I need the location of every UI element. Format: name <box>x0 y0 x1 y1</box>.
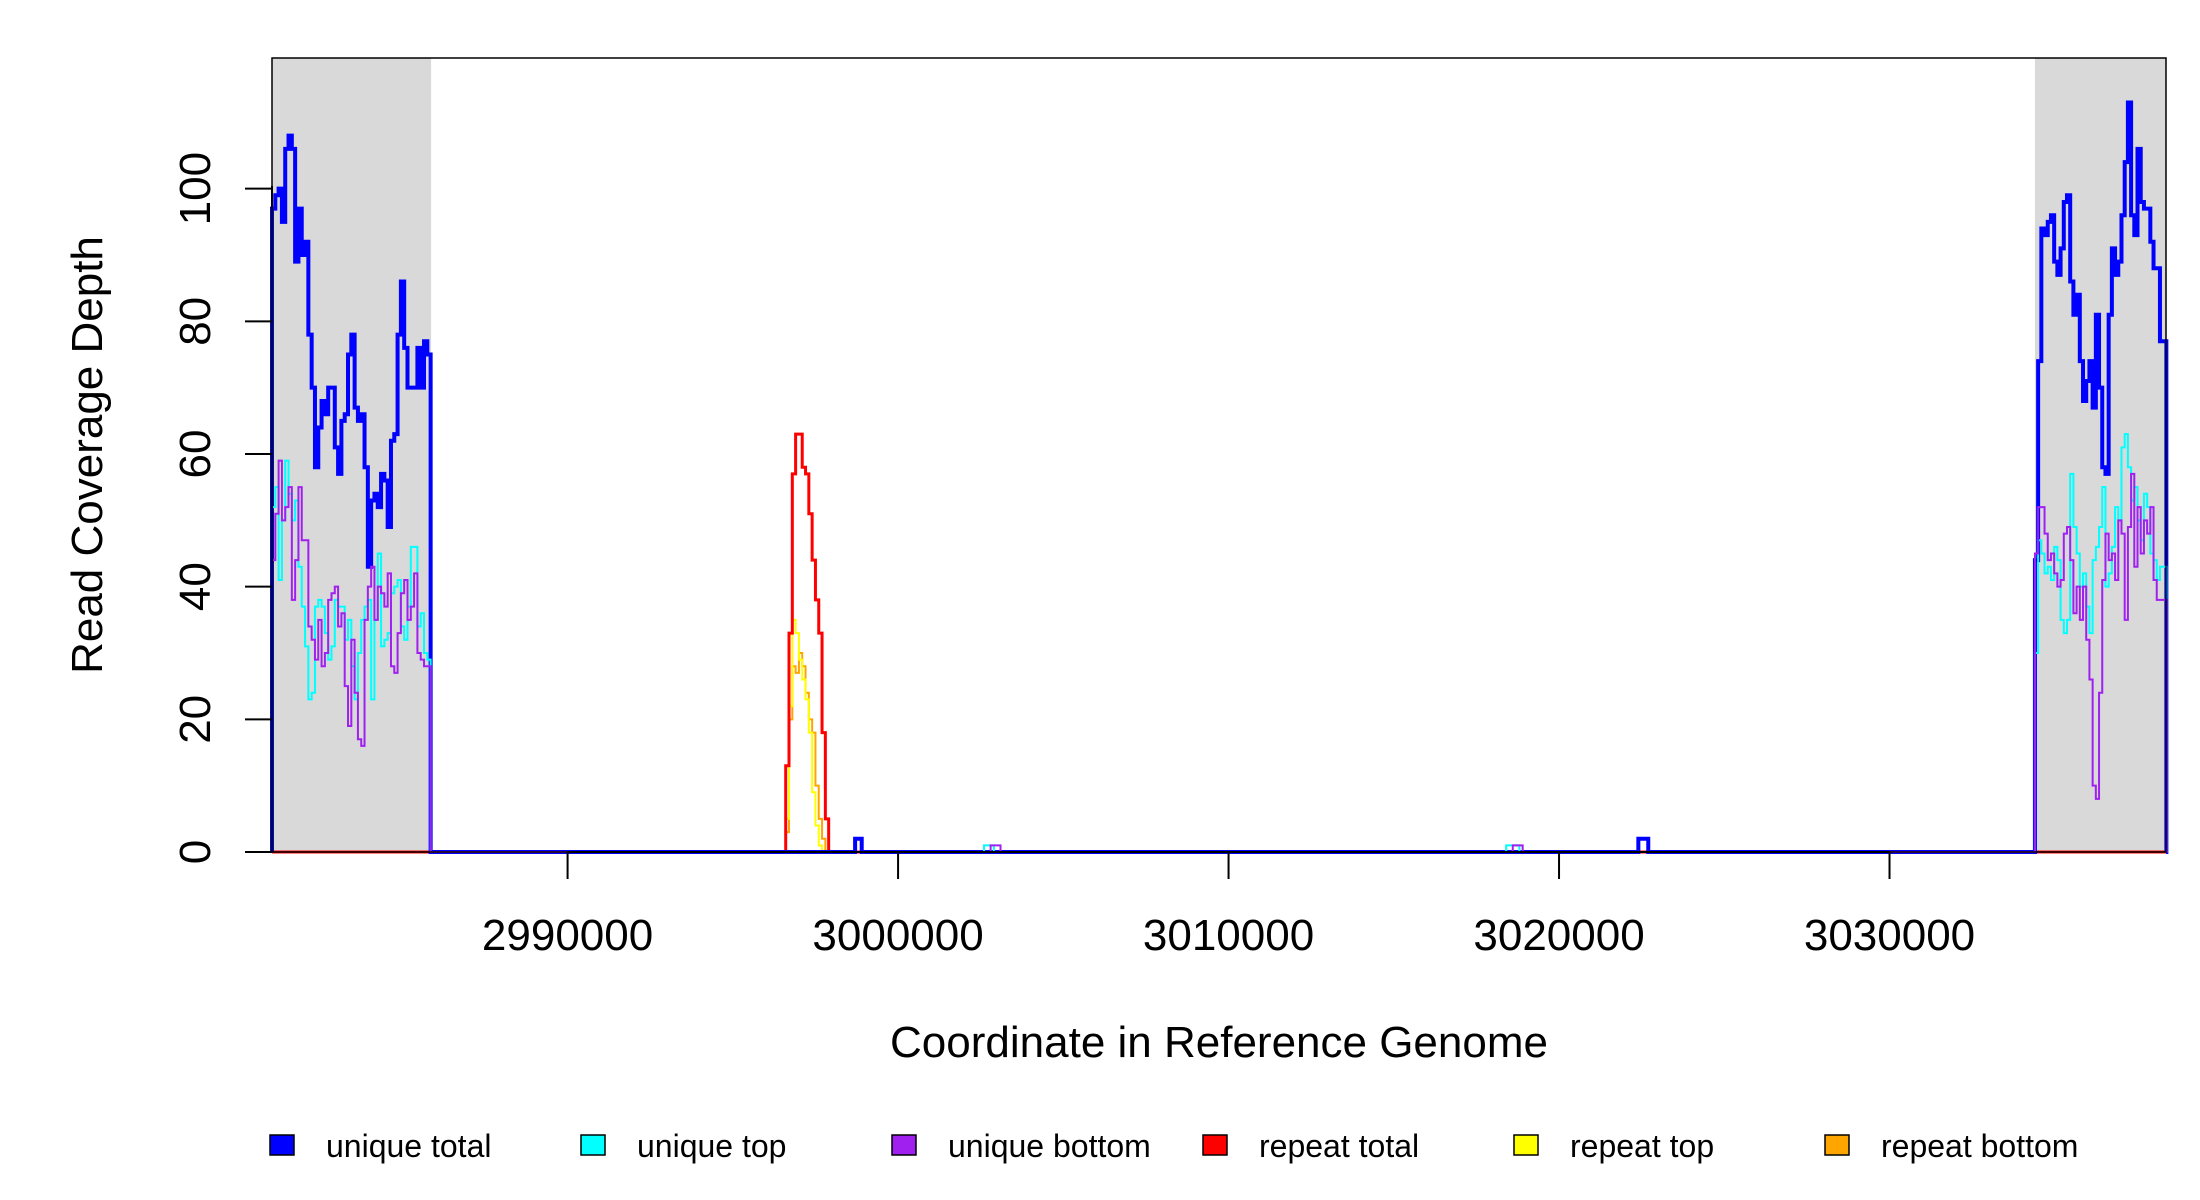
series-line-unique-total <box>270 100 2169 854</box>
x-tick-label: 3010000 <box>1143 911 1314 960</box>
series-line-repeat-total <box>272 432 2166 854</box>
legend-item-unique-bottom: unique bottom <box>891 1128 1151 1164</box>
legend-item-unique-total: unique total <box>269 1128 491 1164</box>
x-tick-label: 3030000 <box>1804 911 1975 960</box>
series-line-unique-top <box>271 433 2168 853</box>
legend-label: unique top <box>637 1128 786 1164</box>
y-tick-label: 100 <box>171 152 220 225</box>
legend-swatch <box>1824 1134 1850 1156</box>
series-line-unique-bottom <box>271 459 2168 853</box>
legend-item-repeat-total: repeat total <box>1202 1128 1419 1164</box>
x-axis-title: Coordinate in Reference Genome <box>890 1018 1548 1067</box>
series-line-repeat-bottom <box>272 652 2166 853</box>
legend-label: repeat top <box>1570 1128 1714 1164</box>
legend-swatch <box>580 1134 606 1156</box>
x-tick-label: 3020000 <box>1473 911 1644 960</box>
legend-swatch <box>891 1134 917 1156</box>
legend-label: unique total <box>326 1128 491 1164</box>
x-axis: 2990000 3000000 3010000 3020000 3030000 <box>482 851 1975 960</box>
legend-label: repeat total <box>1259 1128 1419 1164</box>
legend-item-repeat-bottom: repeat bottom <box>1824 1128 2078 1164</box>
series-line-repeat-top <box>272 618 2166 853</box>
legend-item-repeat-top: repeat top <box>1513 1128 1714 1164</box>
legend-swatch <box>269 1134 295 1156</box>
legend-label: repeat bottom <box>1881 1128 2078 1164</box>
y-axis-title: Read Coverage Depth <box>63 236 112 674</box>
shaded-regions <box>272 58 2166 852</box>
legend: unique total unique top unique bottom repea… <box>269 1128 2078 1164</box>
legend-label: unique bottom <box>948 1128 1151 1164</box>
y-tick-label: 0 <box>171 840 220 864</box>
legend-swatch <box>1202 1134 1228 1156</box>
series-lines <box>270 100 2169 854</box>
x-tick-label: 3000000 <box>812 911 983 960</box>
x-tick-label: 2990000 <box>482 911 653 960</box>
plot-frame <box>271 57 2167 853</box>
y-tick-label: 60 <box>171 430 220 479</box>
legend-swatch <box>1513 1134 1539 1156</box>
y-axis: 0 20 40 60 80 100 <box>171 152 273 864</box>
legend-item-unique-top: unique top <box>580 1128 786 1164</box>
y-tick-label: 80 <box>171 297 220 346</box>
y-tick-label: 20 <box>171 695 220 744</box>
y-tick-label: 40 <box>171 562 220 611</box>
